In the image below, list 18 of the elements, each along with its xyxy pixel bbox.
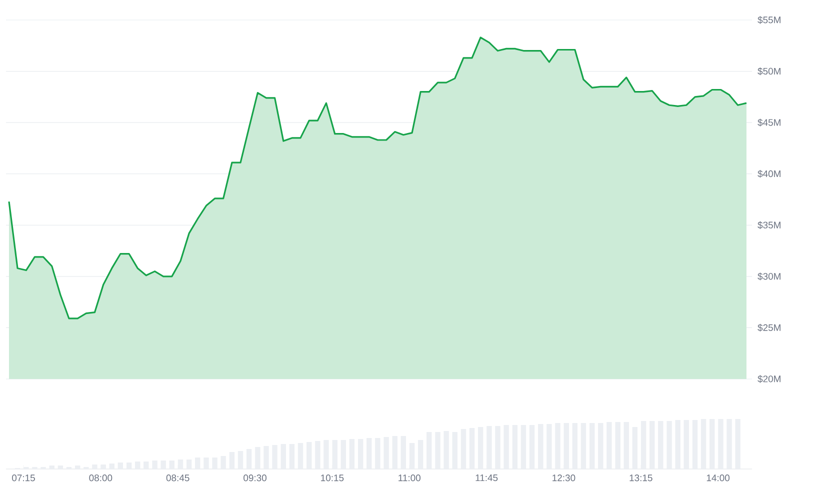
y-tick-label: $40M [758,170,780,178]
y-tick-label: $55M [758,16,780,24]
x-tick-label: 07:15 [12,474,35,482]
x-tick-label: 11:00 [398,474,420,482]
y-tick-label: $45M [758,118,780,126]
y-tick-label: $50M [758,67,780,76]
y-tick-label: $20M [758,375,780,383]
x-tick-label: 08:00 [89,474,112,482]
x-tick-label: 10:15 [321,474,344,482]
x-tick-label: 08:45 [166,474,190,482]
y-tick-label: $35M [758,221,780,229]
y-tick-label: $25M [758,324,780,332]
x-tick-label: 14:00 [706,474,730,482]
x-tick-label: 11:45 [476,474,498,482]
y-tick-label: $30M [758,272,780,280]
x-tick-label: 13:15 [630,474,652,482]
x-tick-label: 12:30 [552,474,576,482]
x-tick-label: 09:30 [244,474,266,482]
